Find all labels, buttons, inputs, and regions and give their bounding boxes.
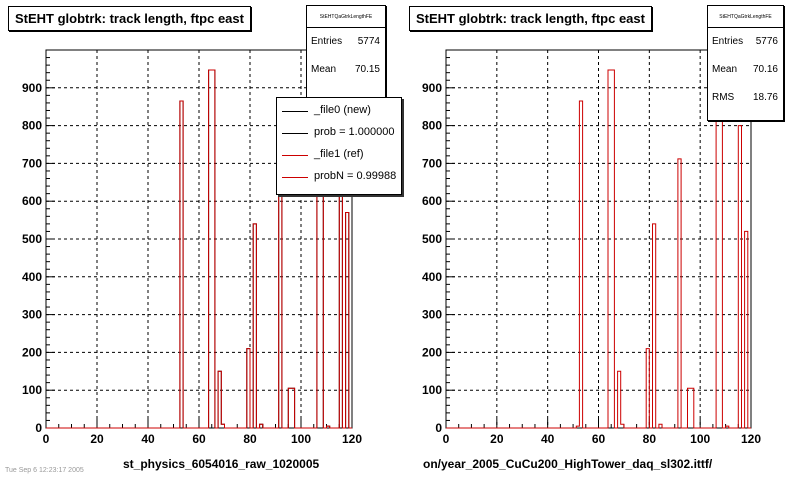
x-tick-label: 40	[141, 432, 155, 446]
x-tick-label: 0	[443, 432, 450, 446]
x-tick-label: 20	[90, 432, 104, 446]
legend-swatch-prob	[282, 133, 308, 134]
y-tick-label: 200	[22, 345, 42, 359]
stats-rms-label: RMS	[712, 92, 735, 103]
y-tick-label: 500	[422, 232, 442, 246]
stats-mean-value: 70.15	[354, 64, 380, 75]
y-tick-label: 900	[22, 81, 42, 95]
y-tick-label: 100	[22, 383, 42, 397]
y-tick-label: 200	[422, 345, 442, 359]
timestamp-footnote: Tue Sep 6 12:23:17 2005	[5, 467, 84, 474]
stats-box-right: StEHTQaGtrkLengthFE Entries 5776 Mean 70…	[707, 5, 784, 121]
stats-mean-row: Mean 70.16	[708, 56, 783, 84]
stats-rms-row: RMS 18.76	[708, 84, 783, 112]
y-tick-label: 300	[422, 308, 442, 322]
stats-entries-label: Entries	[311, 36, 343, 47]
y-tick-label: 0	[35, 421, 42, 435]
legend-box: _file0 (new) prob = 1.000000 _file1 (ref…	[276, 97, 402, 195]
stats-entries-value: 5774	[357, 36, 380, 47]
stats-mean-value: 70.16	[752, 64, 778, 75]
legend-entry-prob: prob = 1.000000	[277, 122, 401, 144]
y-tick-label: 400	[22, 270, 42, 284]
histogram-series-file1-ref	[46, 69, 352, 429]
chart-title-left: StEHT globtrk: track length, ftpc east	[8, 6, 251, 31]
y-tick-label: 0	[435, 421, 442, 435]
histogram-series-file1-ref	[446, 69, 751, 429]
y-tick-label: 900	[422, 81, 442, 95]
legend-entry-probn: probN = 0.99988	[277, 166, 401, 188]
y-tick-label: 800	[422, 119, 442, 133]
chart-title-right: StEHT globtrk: track length, ftpc east	[409, 6, 652, 31]
x-tick-label: 80	[243, 432, 257, 446]
x-axis-label-left: st_physics_6054016_raw_1020005	[123, 457, 320, 471]
histogram-panel-right: StEHT globtrk: track length, ftpc east 0…	[400, 0, 800, 480]
x-tick-label: 80	[643, 432, 657, 446]
x-tick-label: 40	[541, 432, 555, 446]
histogram-panel-left: StEHT globtrk: track length, ftpc east 0…	[5, 5, 402, 474]
stats-entries-label: Entries	[712, 36, 744, 47]
legend-label-ref: _file1 (ref)	[314, 148, 364, 160]
x-tick-label: 0	[43, 432, 50, 446]
y-tick-label: 800	[22, 119, 42, 133]
stats-entries-row: Entries 5776	[708, 28, 783, 56]
x-tick-label: 60	[192, 432, 206, 446]
y-tick-label: 100	[422, 383, 442, 397]
y-tick-label: 700	[422, 156, 442, 170]
y-tick-label: 400	[422, 270, 442, 284]
x-tick-label: 20	[490, 432, 504, 446]
x-axis-label-right: on/year_2005_CuCu200_HighTower_daq_sl302…	[423, 457, 713, 471]
stats-mean-label: Mean	[712, 64, 738, 75]
stats-entries-row: Entries 5774	[307, 28, 385, 56]
x-tick-label: 100	[690, 432, 710, 446]
legend-swatch-ref	[282, 155, 308, 156]
x-tick-label: 120	[342, 432, 362, 446]
y-tick-label: 500	[22, 232, 42, 246]
legend-label-probn: probN = 0.99988	[314, 170, 397, 182]
stats-histogram-name: StEHTQaGtrkLengthFE	[708, 6, 783, 28]
y-tick-label: 600	[422, 194, 442, 208]
legend-swatch-probn	[282, 177, 308, 178]
stats-rms-value: 18.76	[752, 92, 778, 103]
stats-box-left: StEHTQaGtrkLengthFE Entries 5774 Mean 70…	[306, 5, 386, 99]
x-tick-label: 120	[741, 432, 761, 446]
x-tick-label: 100	[291, 432, 311, 446]
legend-label-new: _file0 (new)	[314, 104, 371, 116]
stats-entries-value: 5776	[755, 36, 778, 47]
legend-entry-ref: _file1 (ref)	[277, 144, 401, 166]
stats-mean-row: Mean 70.15	[307, 56, 385, 84]
histogram-plot-right: 0 20 40 60 80 100 120 0 100 200 300 400 500 600 700 800…	[422, 49, 761, 446]
stats-mean-label: Mean	[311, 64, 337, 75]
y-tick-label: 700	[22, 156, 42, 170]
y-tick-label: 300	[22, 308, 42, 322]
x-tick-label: 60	[592, 432, 606, 446]
y-tick-label: 600	[22, 194, 42, 208]
stats-histogram-name: StEHTQaGtrkLengthFE	[307, 6, 385, 28]
legend-entry-new: _file0 (new)	[277, 100, 401, 122]
legend-label-prob: prob = 1.000000	[314, 126, 395, 138]
legend-swatch-new	[282, 111, 308, 112]
histogram-plot-left: 0 20 40 60 80 100 120 0 100 200 300 400 500 600 700 800…	[22, 49, 362, 446]
